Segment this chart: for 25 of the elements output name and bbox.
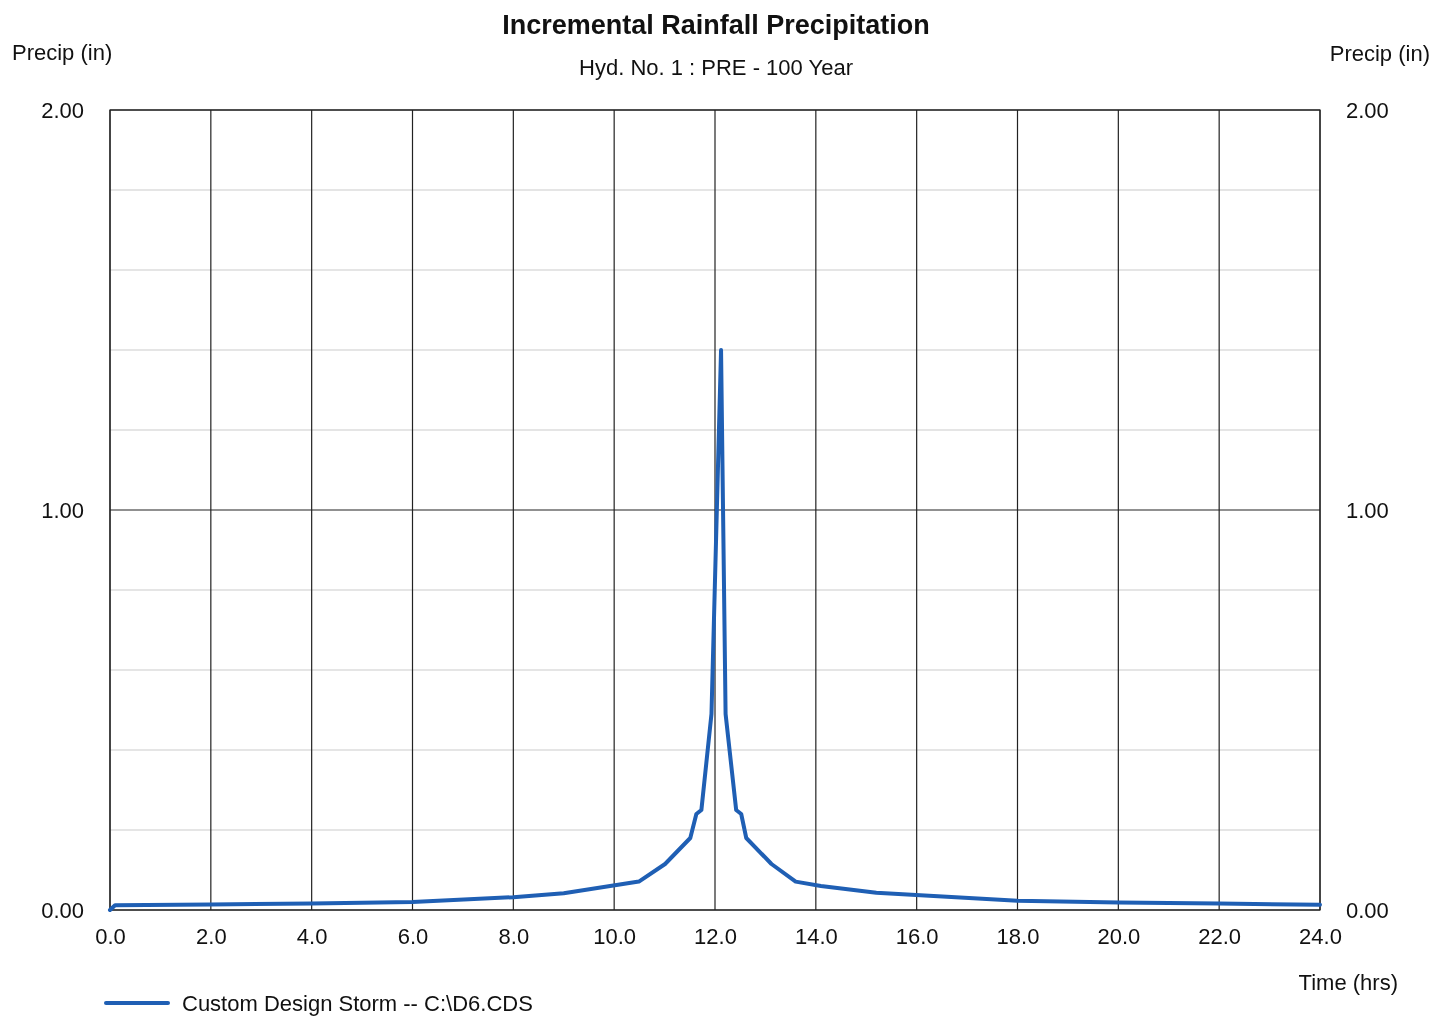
y-tick-label: 1.00 bbox=[41, 497, 84, 523]
x-tick-label: 8.0 bbox=[498, 923, 530, 949]
chart-title: Incremental Rainfall Precipitation bbox=[502, 10, 930, 40]
x-tick-label: 14.0 bbox=[794, 923, 838, 949]
y2-tick-label: 1.00 bbox=[1346, 497, 1389, 523]
x-tick-label: 16.0 bbox=[895, 923, 939, 949]
x-tick-label: 2.0 bbox=[196, 923, 227, 949]
x-tick-label: 12.0 bbox=[694, 923, 737, 949]
y-tick-label: 2.00 bbox=[41, 97, 84, 123]
x-tick-label: 22.0 bbox=[1198, 923, 1242, 949]
chart-subtitle: Hyd. No. 1 : PRE - 100 Year bbox=[579, 55, 853, 80]
y2-axis-title: Precip (in) bbox=[1329, 41, 1430, 66]
x-axis-title: Time (hrs) bbox=[1298, 970, 1398, 995]
y2-tick-label: 2.00 bbox=[1346, 97, 1389, 123]
x-tick-label: 10.0 bbox=[593, 923, 637, 949]
y2-tick-label: 0.00 bbox=[1346, 897, 1389, 923]
x-tick-label: 20.0 bbox=[1097, 923, 1141, 949]
x-tick-label: 18.0 bbox=[996, 923, 1040, 949]
x-tick-label: 24.0 bbox=[1299, 923, 1342, 949]
x-tick-label: 6.0 bbox=[397, 923, 429, 949]
legend-label: Custom Design Storm -- C:\D6.CDS bbox=[182, 991, 533, 1016]
y-tick-label: 0.00 bbox=[41, 897, 84, 923]
x-tick-label: 0.0 bbox=[95, 923, 126, 949]
y-axis-title: Precip (in) bbox=[12, 40, 113, 65]
x-tick-label: 4.0 bbox=[296, 923, 328, 949]
